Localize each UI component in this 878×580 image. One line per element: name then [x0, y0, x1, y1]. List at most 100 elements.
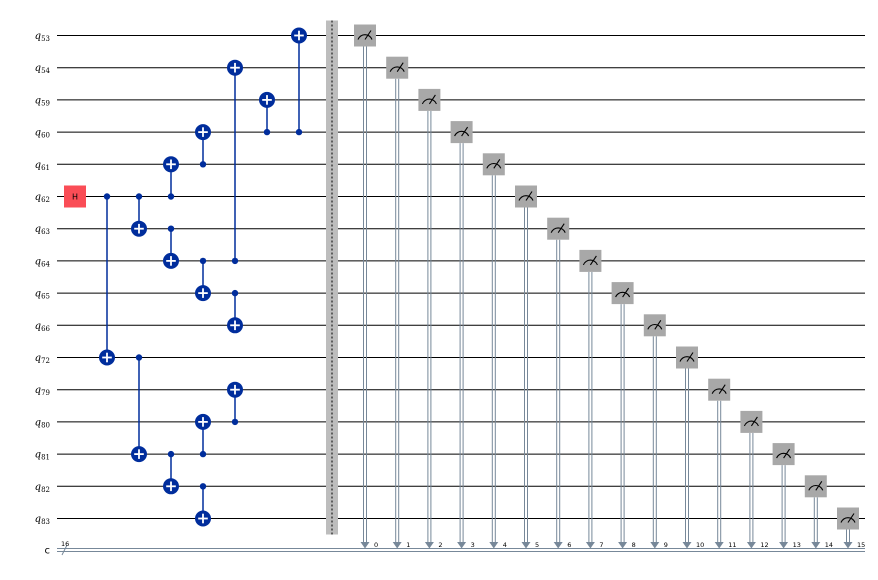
measure-gate: 14	[804, 475, 833, 549]
measure-gate: 8	[611, 282, 636, 549]
register-slash	[61, 544, 68, 556]
qubit-label: q83	[35, 514, 50, 526]
qubit-label: q72	[35, 353, 50, 365]
measure-box	[804, 475, 827, 498]
cnot-control-dot	[135, 354, 143, 361]
meter-needle	[396, 62, 404, 73]
cnot-gate	[227, 289, 243, 334]
measure-gate: 12	[740, 410, 769, 549]
qubit-label: q62	[35, 192, 50, 204]
meter-arc	[808, 484, 824, 491]
meter-needle	[589, 255, 597, 266]
measure-box	[450, 121, 473, 144]
classical-bit-label: 3	[471, 541, 475, 549]
classical-bit-label: 7	[599, 541, 603, 549]
cnot-control-dot	[231, 289, 239, 297]
measure-arrow	[424, 542, 434, 549]
measure-box	[354, 24, 376, 47]
meter-needle	[557, 223, 565, 234]
qubit-label: q82	[35, 482, 50, 494]
meter-arc	[776, 452, 792, 459]
measure-box	[515, 185, 537, 208]
qubit-label: q60	[35, 128, 50, 140]
cnot-gate	[163, 225, 179, 269]
cnot-gate	[131, 193, 147, 237]
meter-arc	[550, 227, 566, 233]
qubit-label: q61	[35, 160, 50, 172]
h-gate: H	[64, 185, 86, 208]
meter-needle	[364, 30, 372, 40]
meter-arc	[582, 259, 598, 266]
classical-bit-label: 14	[825, 541, 833, 549]
cnot-gate	[195, 413, 211, 458]
h-gate-label: H	[72, 193, 78, 202]
measure-gate: 15	[837, 507, 865, 549]
meter-arc	[357, 34, 373, 40]
meter-needle	[718, 384, 726, 395]
meter-needle	[847, 513, 855, 523]
cnot-gate	[195, 483, 211, 527]
meter-arc	[615, 291, 631, 298]
measure-gate: 3	[450, 121, 475, 549]
meter-needle	[654, 319, 662, 330]
classical-bit-label: 11	[728, 541, 736, 549]
measure-box	[547, 217, 570, 240]
meter-arc	[711, 388, 727, 394]
cnot-gate	[131, 354, 147, 463]
qubit-label: q59	[35, 95, 50, 107]
cnot-gate	[195, 257, 211, 302]
measure-arrow	[457, 542, 467, 549]
qubit-label: q54	[35, 63, 51, 75]
cnot-control-dot	[199, 450, 207, 458]
cnot-gate	[163, 156, 179, 200]
meter-arc	[389, 66, 405, 72]
cnot-gate	[163, 450, 179, 495]
measure-box	[708, 378, 731, 401]
cnot-control-dot	[199, 161, 207, 168]
cnot-gate	[291, 27, 307, 136]
cnot-control-dot	[263, 128, 271, 136]
measure-arrow	[553, 542, 563, 549]
measure-arrow	[779, 542, 789, 549]
meter-needle	[428, 94, 436, 105]
classical-bit-label: 5	[535, 541, 539, 549]
cnot-gate	[259, 91, 275, 136]
measure-gate: 7	[579, 249, 604, 549]
qubit-label: q63	[35, 224, 50, 236]
measure-arrow	[650, 542, 660, 549]
measure-gate: 4	[482, 153, 507, 549]
meter-needle	[622, 287, 630, 298]
meter-needle	[461, 126, 469, 137]
measure-box	[386, 56, 409, 79]
cnot-control-dot	[295, 128, 303, 136]
measure-gate: 5	[515, 185, 539, 549]
h-gate-box	[64, 185, 86, 208]
qubit-label: q80	[35, 417, 50, 429]
cnot-control-dot	[167, 193, 175, 200]
meter-needle	[525, 191, 533, 201]
measure-box	[482, 153, 505, 176]
cnot-control-dot	[199, 483, 207, 490]
measure-box	[418, 88, 441, 111]
qubit-label: q79	[35, 385, 50, 397]
measure-arrow	[746, 542, 756, 549]
cnot-gate	[227, 59, 243, 265]
measure-gate: 1	[386, 56, 410, 549]
cnot-control-dot	[167, 450, 175, 458]
measure-arrow	[360, 542, 370, 549]
classical-bit-label: 0	[374, 541, 378, 549]
meter-arc	[647, 323, 663, 330]
measure-arrow	[682, 542, 692, 549]
measure-box	[837, 507, 859, 530]
measure-box	[740, 410, 763, 433]
measure-box	[579, 249, 602, 272]
cnot-gate	[195, 124, 211, 168]
classical-bit-label: 10	[696, 541, 704, 549]
classical-bit-label: 9	[664, 541, 668, 549]
cnot-control-dot	[199, 257, 207, 265]
measure-box	[772, 443, 795, 466]
meter-arc	[421, 98, 437, 105]
cnot-gate	[99, 193, 115, 366]
meter-arc	[679, 356, 695, 362]
